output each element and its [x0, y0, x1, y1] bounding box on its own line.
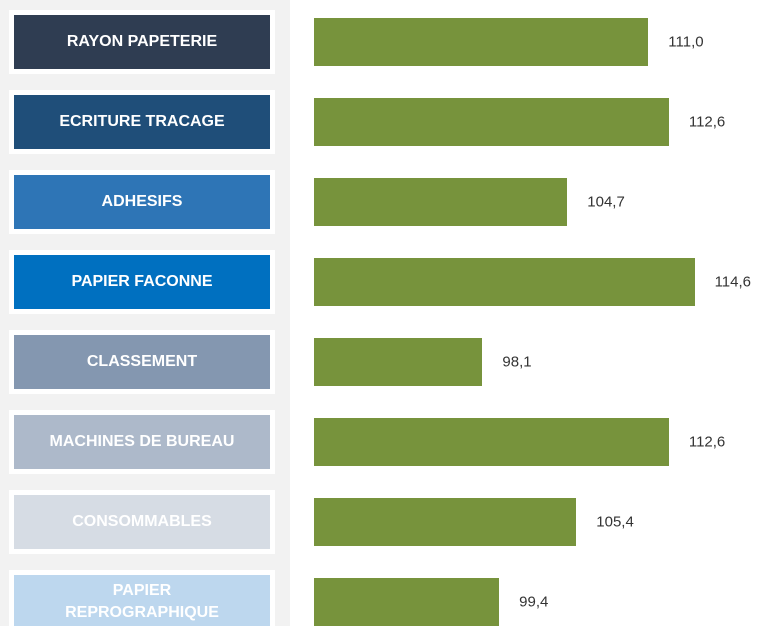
category-label: CONSOMMABLES	[9, 490, 275, 554]
value-label: 98,1	[502, 353, 532, 371]
category-label: ECRITURE TRACAGE	[9, 90, 275, 154]
bar	[314, 418, 669, 466]
value-label: 105,4	[596, 513, 634, 531]
bar	[314, 578, 500, 626]
value-label: 112,6	[688, 433, 726, 451]
bar	[314, 178, 568, 226]
value-label: 111,0	[668, 33, 704, 51]
bar	[314, 98, 669, 146]
category-label: MACHINES DE BUREAU	[9, 410, 275, 474]
bar	[314, 18, 649, 66]
bar	[314, 498, 577, 546]
category-label: CLASSEMENT	[9, 330, 275, 394]
value-label: 99,4	[519, 593, 549, 611]
value-label: 114,6	[714, 273, 751, 291]
value-label: 112,6	[688, 113, 726, 131]
category-label: PAPIER FACONNE	[9, 250, 275, 314]
bar	[314, 338, 483, 386]
category-label: RAYON PAPETERIE	[9, 10, 275, 74]
value-label: 104,7	[587, 193, 625, 211]
category-label: ADHESIFS	[9, 170, 275, 234]
category-label: PAPIER REPROGRAPHIQUE	[9, 570, 275, 626]
bar	[314, 258, 695, 306]
